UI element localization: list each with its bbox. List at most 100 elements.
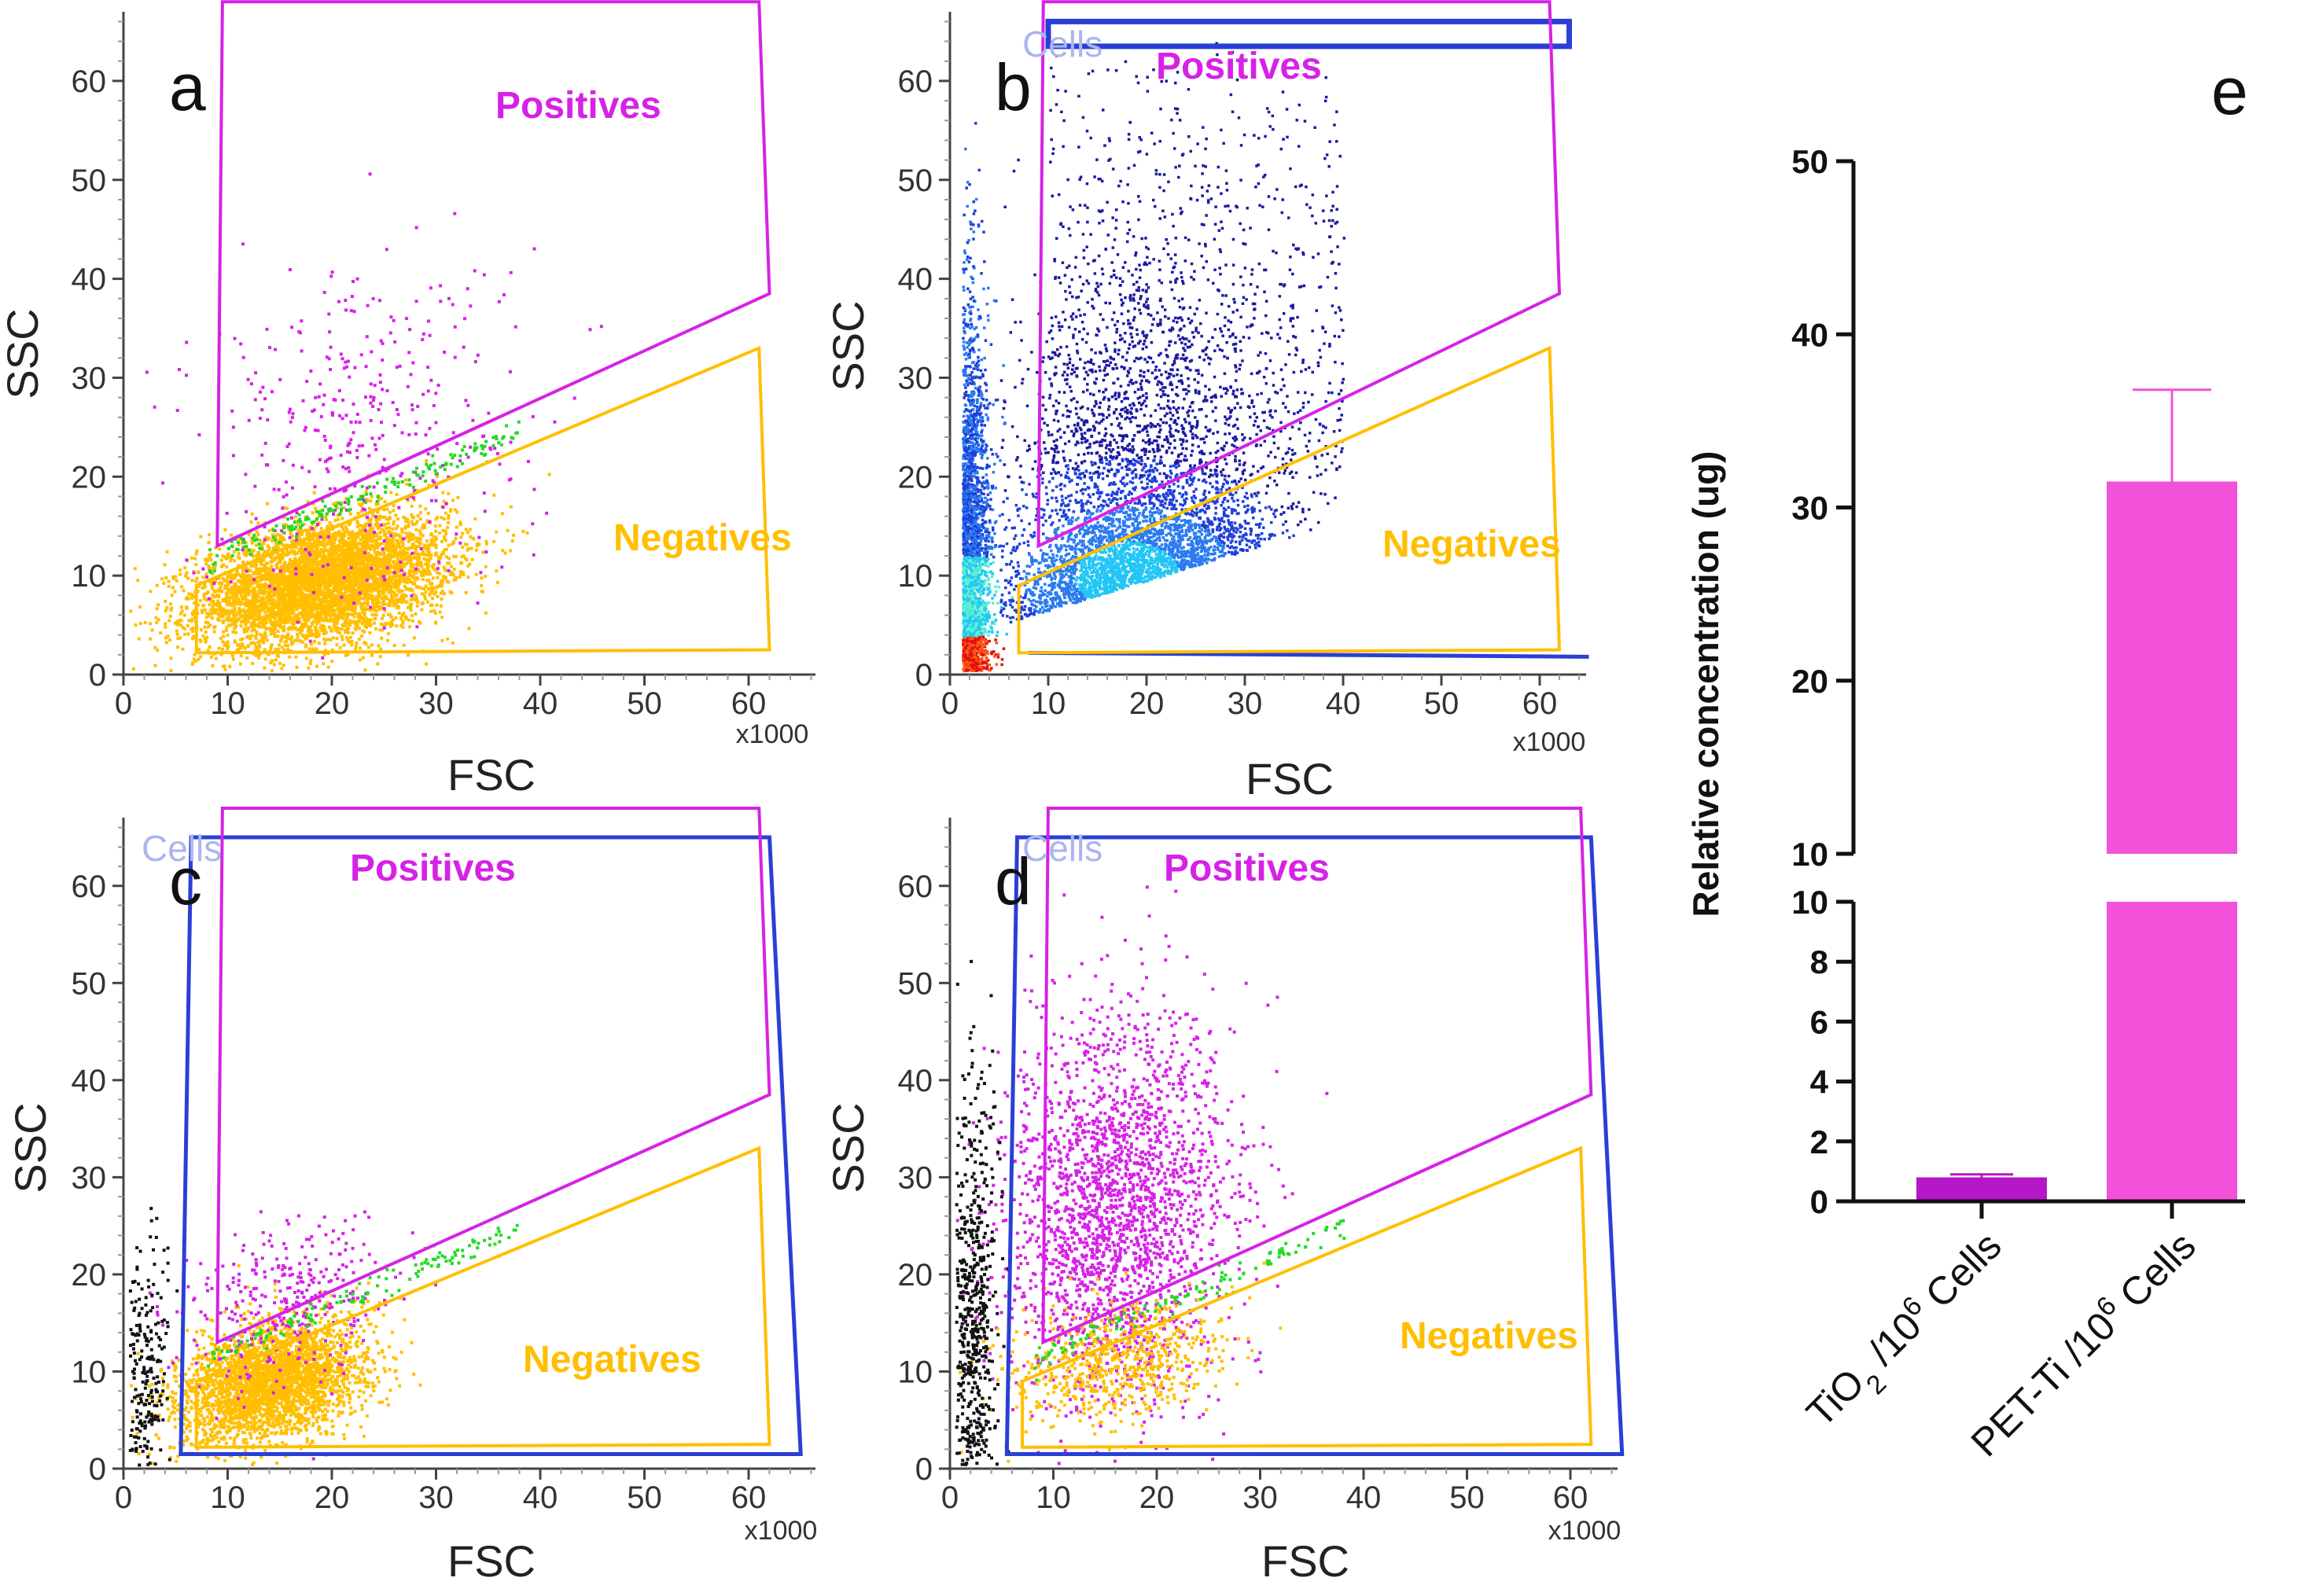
scatter-point (294, 655, 298, 659)
scatter-point (392, 644, 396, 648)
scatter-point (339, 587, 343, 591)
scatter-point (265, 566, 269, 570)
scatter-point (399, 594, 403, 598)
scatter-point (286, 607, 290, 611)
scatter-point (363, 668, 367, 672)
scatter-point (381, 542, 385, 546)
scatter-point (193, 653, 197, 656)
scatter-point (222, 610, 226, 614)
scatter-point (304, 560, 308, 564)
scatter-point (229, 559, 233, 563)
scatter-point (283, 606, 287, 610)
scatter-point (219, 605, 223, 609)
scatter-point (226, 594, 230, 598)
scatter-point (300, 568, 304, 572)
scatter-point (422, 553, 426, 557)
scatter-point (382, 583, 386, 587)
scatter-point (312, 639, 316, 643)
scatter-point (181, 647, 185, 651)
scatter-point (186, 576, 190, 580)
scatter-point (223, 609, 227, 613)
scatter-point (344, 543, 348, 547)
scatter-point (287, 565, 291, 569)
scatter-point (382, 554, 386, 558)
scatter-point (414, 528, 418, 531)
scatter-point (396, 539, 399, 543)
scatter-point (383, 572, 387, 576)
scatter-point (276, 630, 280, 634)
scatter-point (266, 595, 270, 599)
scatter-point (174, 575, 178, 579)
scatter-point (296, 638, 300, 642)
scatter-point (375, 561, 379, 565)
scatter-point (348, 612, 352, 616)
scatter-point (311, 576, 315, 579)
scatter-point (182, 632, 186, 636)
scatter-point (410, 588, 414, 592)
scatter-point (381, 613, 385, 617)
scatter-point (365, 534, 369, 538)
scatter-point (365, 587, 369, 590)
scatter-point (307, 531, 311, 535)
scatter-point (231, 618, 235, 622)
scatter-point (394, 513, 398, 517)
scatter-point (261, 574, 265, 578)
scatter-point (384, 532, 388, 536)
scatter-point (331, 539, 335, 543)
scatter-point (330, 535, 334, 539)
scatter-point (361, 656, 365, 660)
scatter-point (300, 547, 304, 551)
scatter-point (344, 525, 348, 529)
scatter-point (321, 604, 325, 608)
scatter-point (420, 587, 424, 590)
scatter-point (257, 589, 261, 593)
scatter-point (368, 536, 372, 540)
scatter-point (238, 662, 242, 666)
scatter-point (410, 613, 414, 617)
scatter-point (423, 571, 427, 575)
scatter-point (193, 557, 197, 561)
scatter-point (420, 573, 424, 577)
scatter-point (329, 627, 333, 631)
scatter-point (237, 572, 241, 576)
scatter-point (270, 643, 274, 647)
scatter-point (246, 552, 250, 556)
scatter-point (469, 546, 473, 550)
scatter-point (381, 565, 385, 569)
scatter-point (301, 582, 305, 586)
scatter-point (281, 535, 285, 539)
scatter-point (194, 552, 198, 556)
scatter-point (290, 561, 294, 565)
scatter-point (329, 628, 333, 632)
scatter-point (249, 612, 253, 616)
scatter-point (219, 558, 223, 562)
scatter-point (339, 590, 343, 594)
scatter-point (411, 593, 415, 597)
scatter-point (318, 580, 322, 584)
scatter-point (389, 491, 393, 495)
scatter-point (374, 613, 378, 617)
scatter-point (205, 598, 209, 602)
scatter-point (343, 550, 347, 554)
scatter-point (469, 535, 473, 539)
scatter-point (263, 565, 267, 569)
scatter-point (306, 528, 310, 532)
scatter-point (300, 551, 304, 555)
scatter-point (222, 607, 226, 611)
scatter-point (208, 623, 212, 627)
scatter-point (352, 546, 355, 550)
scatter-point (335, 617, 339, 621)
scatter-point (302, 604, 306, 608)
scatter-point (464, 528, 468, 531)
scatter-point (388, 612, 392, 616)
scatter-point (417, 568, 421, 572)
scatter-point (310, 548, 314, 552)
scatter-point (470, 557, 474, 561)
scatter-point (317, 521, 321, 525)
scatter-point (233, 606, 237, 610)
scatter-point (387, 557, 391, 561)
scatter-point (254, 607, 258, 611)
scatter-point (398, 581, 402, 585)
scatter-point (204, 620, 208, 624)
scatter-point (283, 566, 287, 570)
